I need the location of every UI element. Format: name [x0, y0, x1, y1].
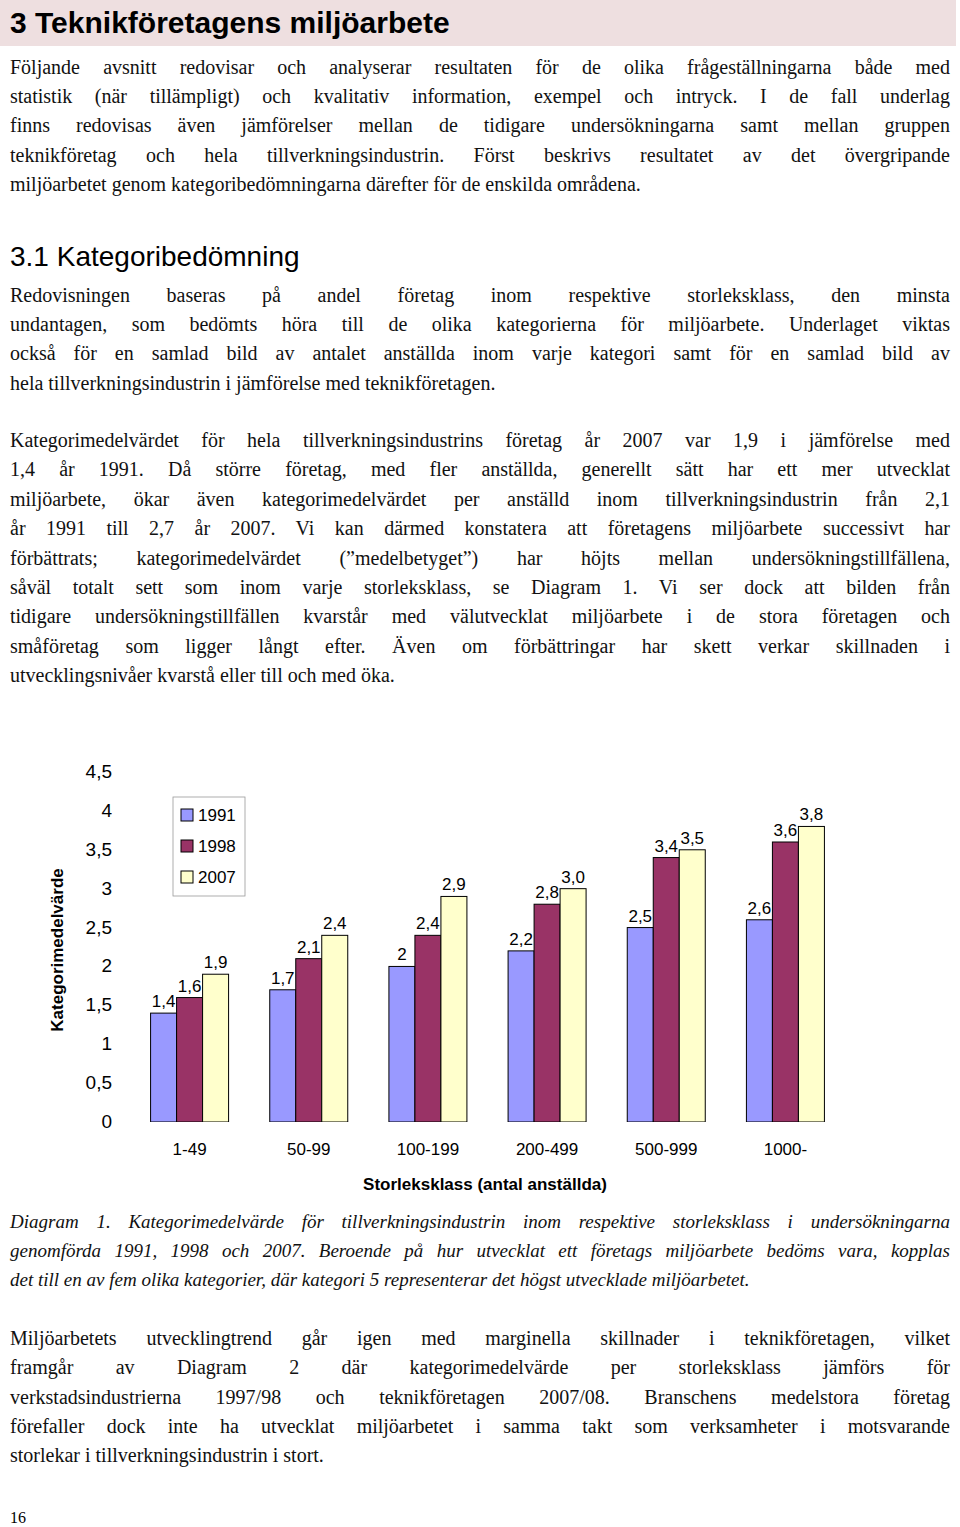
data-label: 3,0	[561, 868, 585, 887]
text-line: miljöarbete, ökar även kategorimedelvärd…	[10, 485, 950, 514]
x-axis-title: Storleksklass (antal anställda)	[363, 1175, 607, 1194]
data-label: 1,6	[178, 977, 202, 996]
text-line: storlekar i tillverkningsindustrin i sto…	[10, 1441, 950, 1470]
text-line: statistik (när tillämpligt) och kvalitat…	[10, 82, 950, 111]
text-line: Följande avsnitt redovisar och analysera…	[10, 53, 950, 82]
legend-label: 1991	[198, 806, 236, 825]
data-label: 1,4	[152, 992, 176, 1011]
x-tick-label: 100-199	[397, 1140, 459, 1159]
data-label: 2,9	[442, 875, 466, 894]
bar	[203, 974, 229, 1122]
data-label: 2,4	[323, 914, 347, 933]
text-line: också för en samlad bild av antalet anst…	[10, 339, 950, 368]
legend-label: 1998	[198, 837, 236, 856]
text-line: 1,4 år 1991. Då större företag, med fler…	[10, 455, 950, 484]
x-tick-label: 1000-	[764, 1140, 807, 1159]
text-line: småföretag som ligger långt efter. Även …	[10, 632, 950, 661]
section-heading: 3.1 Kategoribedömning	[10, 238, 300, 276]
data-label: 2,8	[535, 883, 559, 902]
y-tick-label: 0,5	[86, 1072, 112, 1093]
bar	[653, 858, 679, 1122]
caption-line: genomförda 1991, 1998 och 2007. Beroende…	[10, 1236, 950, 1265]
data-label: 3,5	[680, 829, 704, 848]
y-tick-label: 0	[101, 1111, 112, 1132]
bar	[679, 850, 705, 1122]
text-line: utvecklingsnivåer kvarstå eller till och…	[10, 661, 950, 690]
text-line: undantagen, som bedömts höra till de oli…	[10, 310, 950, 339]
y-axis-title: Kategorimedelvärde	[48, 868, 67, 1031]
bar	[322, 935, 348, 1122]
bar	[151, 1013, 177, 1122]
bar	[296, 959, 322, 1122]
page-number: 16	[10, 1508, 26, 1527]
y-tick-label: 4	[101, 800, 112, 821]
bar	[798, 826, 824, 1122]
text-line: Kategorimedelvärdet för hela tillverknin…	[10, 426, 950, 455]
y-tick-label: 3	[101, 878, 112, 899]
data-label: 2,2	[509, 930, 533, 949]
y-tick-label: 4,5	[86, 761, 112, 782]
text-line: förbättrats; kategorimedelvärdet (”medel…	[10, 544, 950, 573]
chart: 0 0,5 1 1,5 2 2,5 3 3,5 4 4,5 1-49 50-99 100-199 200-…	[0, 0, 960, 1527]
text-line: verkstadsindustrierna 1997/98 och teknik…	[10, 1383, 950, 1412]
bar	[746, 920, 772, 1122]
data-label: 1,7	[271, 969, 295, 988]
caption-line: det till en av fem olika kategorier, där…	[10, 1265, 950, 1294]
bar	[441, 896, 467, 1122]
text-line: Miljöarbetets utvecklingtrend går igen m…	[10, 1324, 950, 1353]
text-line: finns redovisas även jämförelser mellan …	[10, 111, 950, 140]
data-label: 2,4	[416, 914, 440, 933]
text-line: teknikföretag och hela tillverkningsindu…	[10, 141, 950, 170]
x-tick-label: 500-999	[635, 1140, 697, 1159]
text-line: hela tillverkningsindustrin i jämförelse…	[10, 369, 950, 398]
text-line: år 1991 till 2,7 år 2007. Vi kan därmed …	[10, 514, 950, 543]
legend-swatch	[181, 871, 193, 883]
data-label: 2,6	[748, 899, 772, 918]
y-tick-label: 1,5	[86, 994, 112, 1015]
x-tick-label: 200-499	[516, 1140, 578, 1159]
text-line: förefaller dock inte ha utvecklat miljöa…	[10, 1412, 950, 1441]
data-label: 3,4	[654, 837, 678, 856]
data-label: 3,6	[774, 821, 798, 840]
bar	[389, 966, 415, 1122]
data-label: 2,5	[628, 907, 652, 926]
page: {"title": "3 Teknikföretagens miljöarbet…	[0, 0, 960, 1527]
text-line: Redovisningen baseras på andel företag i…	[10, 281, 950, 310]
legend-box	[173, 797, 245, 896]
page-title: 3 Teknikföretagens miljöarbete	[10, 3, 450, 43]
data-label: 1,9	[204, 953, 228, 972]
bar	[415, 935, 441, 1122]
legend-label: 2007	[198, 868, 236, 887]
x-tick-label: 1-49	[173, 1140, 207, 1159]
x-tick-label: 50-99	[287, 1140, 330, 1159]
data-label: 2,1	[297, 938, 321, 957]
bar	[270, 990, 296, 1122]
bar	[772, 842, 798, 1122]
text-line: framgår av Diagram 2 där kategorimedelvä…	[10, 1353, 950, 1382]
text-line: miljöarbetet genom kategoribedömningarna…	[10, 170, 950, 199]
y-tick-label: 3,5	[86, 839, 112, 860]
bar	[534, 904, 560, 1122]
bar	[508, 951, 534, 1122]
bars	[151, 826, 825, 1122]
data-label: 2	[397, 945, 406, 964]
text-line: såväl totalt sett som inom varje storlek…	[10, 573, 950, 602]
y-tick-label: 2,5	[86, 917, 112, 938]
bar	[627, 928, 653, 1122]
data-label: 3,8	[800, 805, 824, 824]
text-line: tidigare undersökningstillfällen kvarstå…	[10, 602, 950, 631]
y-tick-label: 2	[101, 955, 112, 976]
y-tick-label: 1	[101, 1033, 112, 1054]
legend-swatch	[181, 840, 193, 852]
caption-line: Diagram 1. Kategorimedelvärde för tillve…	[10, 1207, 950, 1236]
bar	[560, 889, 586, 1122]
bar	[177, 998, 203, 1122]
legend-swatch	[181, 809, 193, 821]
